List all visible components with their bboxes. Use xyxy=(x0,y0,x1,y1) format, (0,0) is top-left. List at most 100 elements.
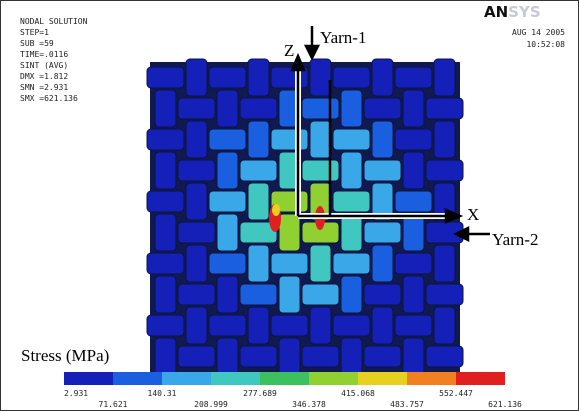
yarn-segment xyxy=(364,284,401,305)
header-line: SUB =59 xyxy=(20,39,54,48)
stress-label: Stress (MPa) xyxy=(21,346,109,365)
yarn-segment xyxy=(209,67,246,88)
legend-label: 621.136 xyxy=(488,400,522,409)
yarn-segment xyxy=(209,191,246,212)
stress-hotspot xyxy=(272,204,280,216)
yarn-segment xyxy=(178,346,215,367)
yarn-segment xyxy=(364,160,401,181)
yarn-segment xyxy=(186,245,207,282)
yarn-segment xyxy=(271,129,308,150)
yarn-segment xyxy=(372,59,393,96)
yarn-segment xyxy=(341,214,362,251)
yarn-segment xyxy=(302,98,339,119)
yarn-segment xyxy=(178,222,215,243)
yarn-segment xyxy=(279,338,300,375)
yarn-segment xyxy=(364,98,401,119)
header-line: DMX =1.812 xyxy=(20,72,68,81)
yarn-segment xyxy=(310,245,331,282)
yarn-segment xyxy=(403,214,424,251)
yarn-segment xyxy=(372,121,393,158)
yarn-segment xyxy=(302,284,339,305)
yarn-segment xyxy=(341,338,362,375)
yarn-segment xyxy=(279,276,300,313)
yarn-segment xyxy=(209,253,246,274)
yarn-segment xyxy=(333,191,370,212)
yarn-segment xyxy=(395,191,432,212)
time: 10:52:08 xyxy=(526,40,565,49)
legend-label: 208.999 xyxy=(194,400,228,409)
yarn-segment xyxy=(395,315,432,336)
logo: ANSYS xyxy=(484,3,541,21)
yarn-segment xyxy=(240,160,277,181)
legend-label: 552.447 xyxy=(439,389,473,398)
yarn-segment xyxy=(155,214,176,251)
logo-part: AN xyxy=(484,3,508,21)
yarn-segment xyxy=(147,315,184,336)
yarn-segment xyxy=(248,245,269,282)
legend-label: 2.931 xyxy=(64,389,88,398)
legend-label: 346.378 xyxy=(292,400,326,409)
yarn-segment xyxy=(372,245,393,282)
legend-swatch xyxy=(113,372,162,385)
yarn-segment xyxy=(186,121,207,158)
legend-swatch xyxy=(64,372,113,385)
yarn-segment xyxy=(178,160,215,181)
yarn-segment xyxy=(217,338,238,375)
legend-swatch xyxy=(456,372,505,385)
yarn-segment xyxy=(395,253,432,274)
logo-part: SYS xyxy=(508,3,540,21)
yarn-segment xyxy=(248,59,269,96)
yarn-segment xyxy=(403,90,424,127)
yarn-1-label: Yarn-1 xyxy=(320,28,366,47)
yarn-segment xyxy=(178,98,215,119)
yarn-segment xyxy=(209,129,246,150)
yarn-segment xyxy=(147,67,184,88)
yarn-segment xyxy=(364,222,401,243)
legend-label: 483.757 xyxy=(390,400,424,409)
yarn-segment xyxy=(302,346,339,367)
header-line: STEP=1 xyxy=(20,28,49,37)
yarn-segment xyxy=(426,284,463,305)
yarn-segment xyxy=(240,346,277,367)
yarn-segment xyxy=(341,152,362,189)
yarn-segment xyxy=(248,121,269,158)
yarn-segment xyxy=(395,67,432,88)
yarn-segment xyxy=(279,214,300,251)
yarn-segment xyxy=(395,129,432,150)
yarn-segment xyxy=(248,307,269,344)
legend-swatch xyxy=(407,372,456,385)
yarn-segment xyxy=(341,276,362,313)
yarn-segment xyxy=(240,284,277,305)
yarn-segment xyxy=(310,59,331,96)
yarn-segment xyxy=(434,121,455,158)
yarn-segment xyxy=(217,90,238,127)
yarn-segment xyxy=(403,276,424,313)
yarn-segment xyxy=(426,346,463,367)
legend-label: 415.068 xyxy=(341,389,375,398)
header-line: SMX =621.136 xyxy=(20,94,78,103)
yarn-segment xyxy=(209,315,246,336)
yarn-segment xyxy=(217,214,238,251)
yarn-segment xyxy=(186,307,207,344)
screenshot: NODAL SOLUTIONSTEP=1SUB =59TIME=.0116SIN… xyxy=(0,0,579,411)
legend-swatch xyxy=(358,372,407,385)
yarn-2-label: Yarn-2 xyxy=(492,230,538,249)
yarn-segment xyxy=(434,245,455,282)
yarn-segment xyxy=(426,98,463,119)
legend-swatch xyxy=(211,372,260,385)
legend-label: 140.31 xyxy=(148,389,177,398)
header-line: SINT (AVG) xyxy=(20,61,68,70)
legend-label: 277.689 xyxy=(243,389,277,398)
yarn-segment xyxy=(155,338,176,375)
yarn-segment xyxy=(147,191,184,212)
header-line: TIME=.0116 xyxy=(20,50,68,59)
x-label: X xyxy=(467,205,479,224)
yarn-segment xyxy=(310,121,331,158)
yarn-segment xyxy=(178,284,215,305)
yarn-segment xyxy=(217,152,238,189)
yarn-segment xyxy=(155,276,176,313)
date: AUG 14 2005 xyxy=(512,28,565,37)
yarn-segment xyxy=(155,152,176,189)
yarn-segment xyxy=(364,346,401,367)
yarn-segment xyxy=(186,59,207,96)
